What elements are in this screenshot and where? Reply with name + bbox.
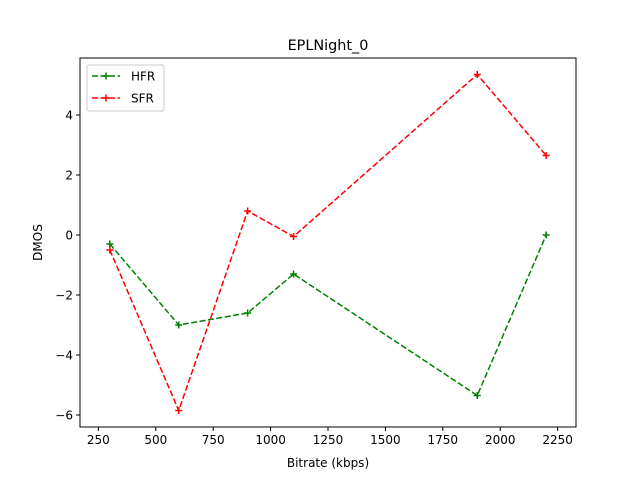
x-tick-label: 500 [144,433,167,447]
data-point-sfr [244,207,252,215]
chart-title: EPLNight_0 [288,38,369,54]
legend-label-hfr: HFR [131,69,155,83]
data-point-sfr [175,407,183,414]
y-tick-label: 4 [65,108,73,122]
x-tick-label: 2000 [485,433,516,447]
data-point-hfr [473,392,481,399]
data-point-hfr [542,231,550,239]
x-tick-label: 2250 [542,433,573,447]
data-point-sfr [542,152,550,159]
y-axis-ticks: −6 −4 −2 0 2 4 [55,108,80,422]
y-tick-label: 0 [65,228,73,242]
x-tick-label: 1250 [313,433,344,447]
x-tick-label: 750 [202,433,225,447]
series-layer [106,71,550,414]
legend-label-sfr: SFR [131,91,154,105]
data-point-hfr [175,321,183,329]
data-point-hfr [290,270,298,278]
legend-marker-sfr [102,94,110,102]
data-point-hfr [244,309,252,317]
data-point-sfr [290,233,298,240]
x-axis-ticks: 250 500 750 1000 1250 1500 1750 2000 2250 [87,427,573,447]
x-tick-label: 250 [87,433,110,447]
legend-entry-hfr: HFR [92,69,155,83]
legend-entry-sfr: SFR [92,91,154,105]
plot-area [80,58,576,427]
legend: HFR SFR [86,64,165,112]
x-tick-label: 1000 [255,433,286,447]
y-axis-label: DMOS [31,224,45,261]
legend-marker-hfr [102,72,110,80]
series-line-sfr [109,73,547,413]
y-tick-label: −6 [55,408,73,422]
x-axis-label: Bitrate (kbps) [287,456,369,470]
y-tick-label: 2 [65,168,73,182]
data-point-hfr [106,240,114,248]
y-tick-label: −4 [55,348,73,362]
series-line-hfr [109,234,547,397]
data-point-sfr [473,71,481,78]
plot-frame [79,57,577,428]
data-point-sfr [106,246,114,254]
y-tick-label: −2 [55,288,73,302]
x-tick-label: 1500 [370,433,401,447]
x-tick-label: 1750 [428,433,459,447]
